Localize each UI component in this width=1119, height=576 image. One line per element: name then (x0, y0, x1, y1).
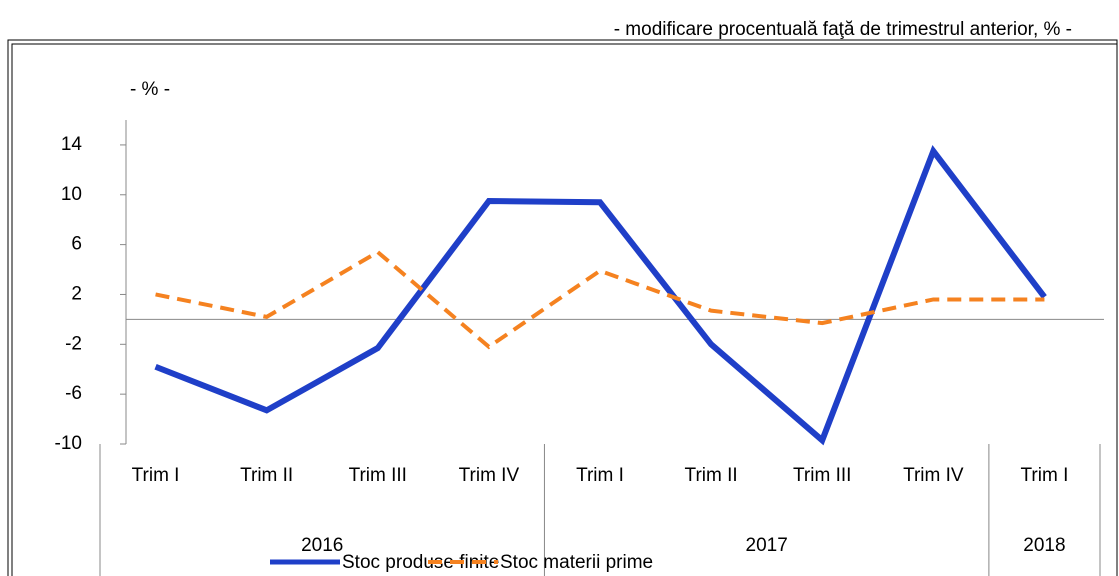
x-tick-label: Trim I (1021, 465, 1069, 486)
y-axis-label: - % - (130, 79, 170, 100)
x-tick-label: Trim III (793, 465, 851, 486)
legend-label: Stoc produse finite (342, 552, 499, 573)
frame-outer (7, 39, 1118, 576)
x-tick-label: Trim I (576, 465, 624, 486)
x-tick-label: Trim IV (903, 465, 964, 486)
x-tick-label: Trim III (349, 465, 407, 486)
group-label: 2018 (1023, 535, 1065, 556)
y-tick-label: 2 (71, 283, 82, 304)
y-tick-label: 14 (61, 134, 83, 155)
y-tick-label: -6 (65, 383, 82, 404)
y-tick-label: -2 (65, 333, 82, 354)
y-tick-label: 10 (61, 184, 82, 205)
legend-label: Stoc materii prime (500, 552, 653, 573)
x-tick-label: Trim I (132, 465, 180, 486)
y-tick-label: -10 (55, 433, 82, 454)
group-label: 2016 (301, 535, 343, 556)
x-tick-label: Trim II (685, 465, 738, 486)
chart-subtitle: - modificare procentuală faţă de trimest… (614, 19, 1072, 40)
series-line (155, 249, 1045, 350)
group-label: 2017 (746, 535, 788, 556)
y-tick-label: 6 (71, 234, 82, 255)
series-line (154, 145, 1047, 446)
frame-inner (11, 43, 1118, 576)
x-tick-label: Trim IV (459, 465, 520, 486)
x-tick-label: Trim II (240, 465, 293, 486)
